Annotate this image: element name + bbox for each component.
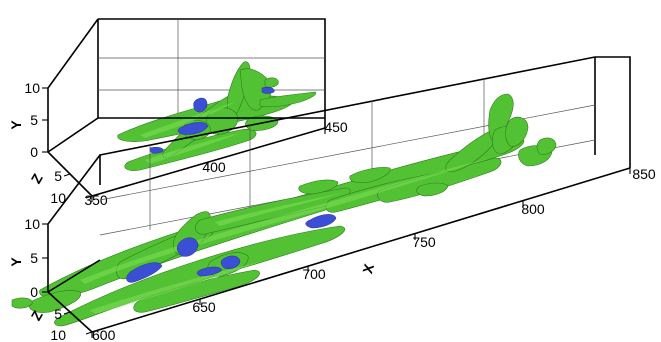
bottom-x-axis bbox=[91, 167, 631, 333]
top-box-back-edges bbox=[98, 18, 326, 128]
bottom-x-tick-label: 850 bbox=[632, 166, 656, 182]
bottom-x-axis-title: X bbox=[359, 261, 377, 275]
bottom-z-tick-label: 5 bbox=[54, 306, 62, 322]
panel-bottom: 0 5 10 5 10 600 650 700 750 800 850 Y Z … bbox=[8, 56, 656, 342]
top-y-tick-label: 5 bbox=[30, 112, 38, 128]
top-x-tick-label: 450 bbox=[324, 119, 348, 135]
top-z-tick-label: 5 bbox=[54, 168, 62, 184]
top-x-tick-label: 400 bbox=[202, 159, 226, 175]
bottom-y-tick-label: 5 bbox=[30, 250, 38, 266]
top-y-tick-label: 0 bbox=[30, 144, 38, 160]
bottom-y-tick-label: 0 bbox=[30, 284, 38, 300]
top-isosurface bbox=[117, 61, 317, 171]
top-z-tick-label: 10 bbox=[50, 190, 66, 206]
top-box-floor-left bbox=[47, 117, 99, 153]
panel-top: 0 5 10 5 10 350 400 450 Y Z bbox=[8, 18, 348, 208]
bottom-y-tick-label: 10 bbox=[24, 216, 40, 232]
top-box-front-edges bbox=[47, 18, 99, 152]
bottom-x-tick-label: 600 bbox=[92, 327, 116, 342]
top-y-axis-title: Y bbox=[8, 120, 24, 130]
bottom-box-floor-left bbox=[47, 259, 101, 293]
bottom-x-tick-label: 750 bbox=[412, 234, 436, 250]
top-z-tick-5 bbox=[63, 173, 71, 177]
bottom-x-tick-label: 650 bbox=[192, 299, 216, 315]
bottom-x-tick-label: 700 bbox=[302, 266, 326, 282]
bottom-y-axis-title: Y bbox=[8, 257, 24, 267]
top-z-axis-title: Z bbox=[28, 170, 46, 186]
top-y-tick-label: 10 bbox=[24, 80, 40, 96]
bottom-isosurface bbox=[11, 93, 557, 327]
top-z-tick-10 bbox=[85, 195, 93, 199]
top-x-tick-label: 350 bbox=[84, 192, 108, 208]
bottom-z-tick-label: 10 bbox=[50, 327, 66, 342]
bottom-z-tick-10 bbox=[85, 331, 93, 335]
bottom-z-tick-5 bbox=[63, 311, 71, 315]
bottom-x-tick-label: 800 bbox=[521, 201, 545, 217]
